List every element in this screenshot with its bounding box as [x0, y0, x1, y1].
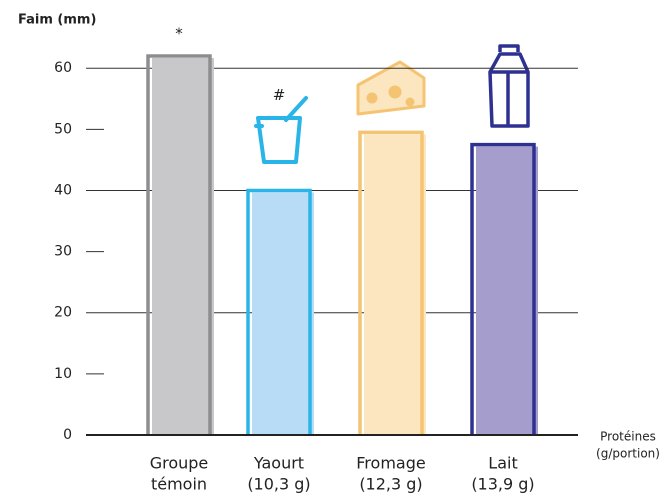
y-tick-label: 40	[54, 182, 72, 198]
bar	[152, 58, 214, 435]
icon-yogurt	[254, 96, 308, 164]
bar-outline	[246, 188, 312, 435]
y-tick-label: 20	[54, 305, 72, 321]
x-tick-label: Fromage	[356, 454, 425, 473]
bar	[252, 192, 314, 435]
x-tick-label: témoin	[151, 475, 207, 494]
bar-outline	[146, 54, 212, 435]
x-tick-label: Yaourt	[253, 454, 304, 473]
annotation: *	[175, 25, 183, 43]
y-tick-label: 60	[54, 60, 72, 76]
bar	[364, 134, 426, 435]
y-tick-label: 10	[54, 366, 72, 382]
y-tick-label: 30	[54, 244, 72, 260]
bar	[476, 146, 538, 436]
icon-cheese	[356, 60, 426, 116]
icon-milk	[488, 44, 530, 128]
x-tick-label: (12,3 g)	[359, 475, 422, 494]
bar-outline	[470, 142, 536, 435]
annotation: #	[273, 86, 286, 104]
x-axis-label: Protéines	[600, 430, 656, 444]
bar-outline	[358, 130, 424, 435]
x-tick-label: Lait	[488, 454, 517, 473]
x-tick-label: Groupe	[150, 454, 209, 473]
y-tick-label: 50	[54, 121, 72, 137]
x-tick-label: (13,9 g)	[471, 475, 534, 494]
y-tick-label: 0	[63, 427, 72, 443]
x-tick-label: (10,3 g)	[247, 475, 310, 494]
y-axis-label: Faim (mm)	[18, 13, 96, 28]
x-axis-label: (g/portion)	[596, 447, 660, 461]
